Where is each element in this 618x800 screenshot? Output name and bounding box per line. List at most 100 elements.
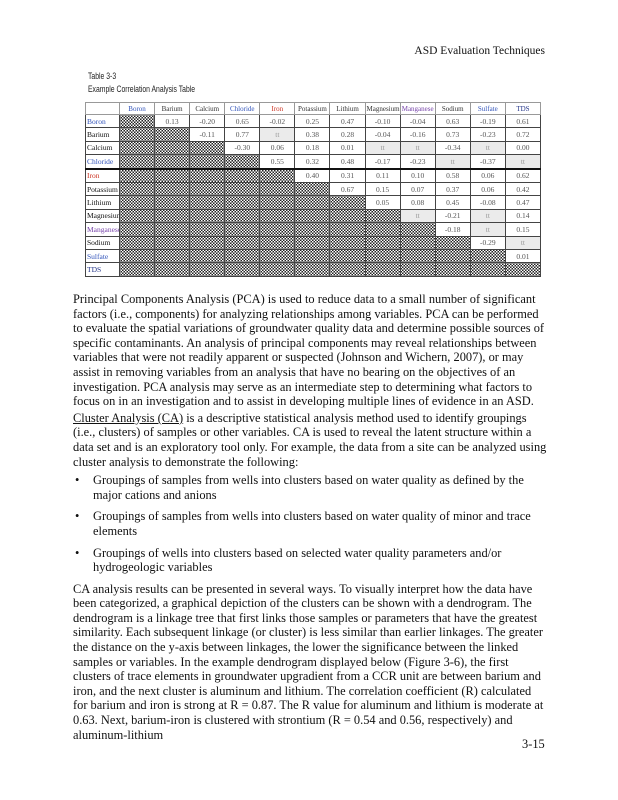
hatched-cell (189, 262, 226, 277)
hatched-cell (224, 181, 261, 197)
hatched-cell (434, 262, 471, 277)
hatched-cell (469, 262, 506, 277)
hatched-cell (259, 235, 296, 250)
hatched-cell (364, 222, 401, 237)
corner-cell (85, 102, 120, 115)
hatched-cell (118, 262, 156, 277)
hatched-cell (224, 248, 261, 264)
table-row: Barium -0.11 0.77 tt 0.38 0.28 -0.04 -0.16 0.73-… (85, 127, 542, 142)
correlation-cell: 0.48 (329, 154, 366, 170)
hatched-cell (434, 235, 471, 250)
hatched-cell (224, 168, 261, 183)
correlation-cell: -0.04 (364, 127, 401, 142)
hatched-cell (154, 208, 191, 224)
correlation-cell: 0.10 (399, 168, 436, 183)
correlation-cell: 0.77 (224, 127, 261, 142)
hatched-cell (224, 195, 261, 210)
correlation-cell: 0.06 (469, 168, 506, 183)
column-header: TDS (504, 102, 542, 115)
hatched-cell (504, 262, 542, 277)
ca-text: is a descriptive statistical analysis me… (73, 410, 547, 469)
correlation-cell: -0.18 (434, 222, 471, 237)
header-row: Boron Barium Calcium Chloride Iron Potassium L… (85, 102, 542, 115)
hatched-cell (154, 140, 191, 156)
hatched-cell (118, 168, 156, 183)
hatched-cell (189, 222, 226, 237)
column-header: Chloride (224, 102, 261, 115)
hatched-cell (294, 208, 331, 224)
correlation-cell: tt (469, 222, 506, 237)
hatched-cell (329, 248, 366, 264)
correlation-cell: 0.01 (329, 140, 366, 156)
table-caption: Example Correlation Analysis Table (88, 84, 196, 95)
hatched-cell (189, 168, 226, 183)
hatched-cell (224, 222, 261, 237)
hatched-cell (154, 181, 191, 197)
table-row: TDS (85, 262, 542, 277)
list-item: Groupings of samples from wells into clu… (73, 473, 547, 502)
correlation-cell: -0.20 (189, 113, 226, 129)
correlation-cell: -0.10 (364, 113, 401, 129)
hatched-cell (364, 248, 401, 264)
column-header: Boron (118, 102, 156, 115)
correlation-cell: -0.23 (399, 154, 436, 170)
table-row: Calcium -0.30 0.06 0.18 0.01 tt tt -0.34 tt 0.00 (85, 140, 542, 156)
correlation-cell: tt (434, 154, 471, 170)
correlation-cell: 0.62 (504, 168, 542, 183)
correlation-cell: tt (469, 140, 506, 156)
column-header: Barium (154, 102, 191, 115)
correlation-cell: 0.18 (294, 140, 331, 156)
table-row: Sulfate 0.01 (85, 248, 542, 264)
hatched-cell (224, 262, 261, 277)
bullet-list: Groupings of samples from wells into clu… (73, 473, 547, 575)
row-label: Calcium (85, 140, 120, 156)
correlation-cell: 0.61 (504, 113, 542, 129)
correlation-cell: 0.40 (294, 168, 331, 183)
correlation-cell: 0.72 (504, 127, 542, 142)
row-label: Boron (85, 113, 120, 129)
hatched-cell (224, 208, 261, 224)
table-row: Sodium -0.29 tt (85, 235, 542, 250)
hatched-cell (329, 222, 366, 237)
hatched-cell (259, 262, 296, 277)
table-row: Manganese -0.18 tt 0.15 (85, 222, 542, 237)
correlation-cell: 0.01 (504, 248, 542, 264)
table-row: Lithium 0.05 0.08 0.45 -0.08 0.47 (85, 195, 542, 210)
correlation-cell: 0.25 (294, 113, 331, 129)
hatched-cell (329, 262, 366, 277)
correlation-cell: 0.65 (224, 113, 261, 129)
correlation-cell: 0.58 (434, 168, 471, 183)
correlation-cell: 0.06 (259, 140, 296, 156)
correlation-cell: 0.73 (434, 127, 471, 142)
correlation-cell: 0.14 (504, 208, 542, 224)
hatched-cell (259, 181, 296, 197)
hatched-cell (118, 222, 156, 237)
table-row: Potassium 0.67 0.15 0.07 0.37 0.06 0.42 (85, 181, 542, 197)
running-header: ASD Evaluation Techniques (414, 45, 545, 57)
hatched-cell (118, 113, 156, 129)
correlation-cell: -0.08 (469, 195, 506, 210)
column-header: Calcium (189, 102, 226, 115)
hatched-cell (329, 195, 366, 210)
hatched-cell (294, 181, 331, 197)
hatched-cell (259, 248, 296, 264)
list-item: Groupings of wells into clusters based o… (73, 546, 547, 575)
correlation-cell: -0.19 (469, 113, 506, 129)
row-label: Chloride (85, 154, 120, 170)
column-header: Manganese (399, 102, 436, 115)
hatched-cell (399, 248, 436, 264)
correlation-cell: -0.11 (189, 127, 226, 142)
page-number: 3-15 (522, 737, 545, 751)
hatched-cell (118, 127, 156, 142)
hatched-cell (154, 222, 191, 237)
correlation-cell: 0.31 (329, 168, 366, 183)
correlation-cell: 0.32 (294, 154, 331, 170)
hatched-cell (294, 235, 331, 250)
row-label: Lithium (85, 195, 120, 210)
correlation-cell: tt (259, 127, 296, 142)
hatched-cell (364, 235, 401, 250)
hatched-cell (224, 154, 261, 170)
correlation-cell: 0.38 (294, 127, 331, 142)
correlation-cell: tt (399, 208, 436, 224)
hatched-cell (294, 248, 331, 264)
